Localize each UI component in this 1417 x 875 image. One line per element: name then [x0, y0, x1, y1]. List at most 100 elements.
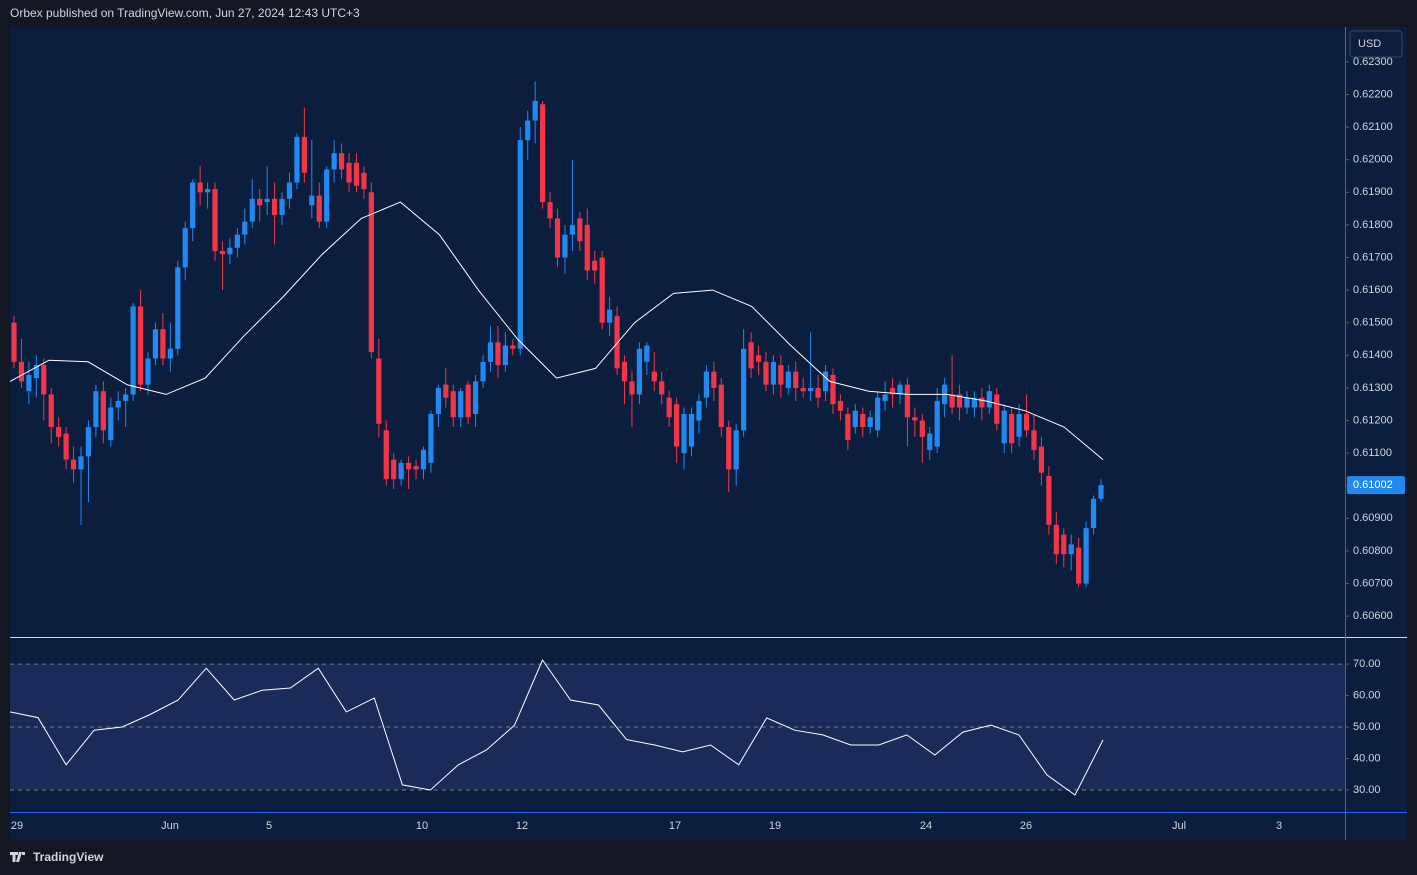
candle-body	[629, 381, 635, 395]
candle-body	[607, 309, 613, 323]
candle-body	[63, 433, 69, 460]
candle-body	[458, 391, 464, 418]
candle-body	[860, 413, 866, 428]
candle-body	[316, 195, 322, 222]
candle-body	[1023, 413, 1030, 431]
candle-body	[1001, 410, 1007, 444]
y-tick-label: 40.00	[1353, 752, 1381, 764]
currency-label[interactable]: USD	[1358, 38, 1381, 50]
candle-body	[93, 391, 99, 428]
candle-body	[160, 329, 166, 359]
candle-body	[562, 234, 568, 258]
candle-body	[674, 404, 680, 447]
last-price-label: 0.61002	[1353, 479, 1393, 491]
candle-body	[368, 192, 374, 353]
y-tick-label: 0.61200	[1353, 414, 1393, 426]
candle-body	[592, 260, 598, 271]
candle-body	[1009, 413, 1015, 444]
candle-body	[346, 162, 352, 183]
candle-body	[1061, 534, 1067, 555]
candle-body	[190, 182, 196, 229]
candle-body	[971, 397, 978, 408]
candle-body	[688, 413, 695, 447]
candle-body	[1098, 485, 1104, 499]
candle-body	[33, 365, 39, 379]
candle-body	[361, 172, 367, 190]
candle-body	[659, 381, 665, 395]
y-tick-label: 0.61100	[1353, 447, 1392, 459]
candle-body	[994, 394, 1000, 424]
candle-body	[621, 361, 628, 382]
candle-body	[465, 384, 471, 418]
moving-average-line	[9, 201, 1104, 460]
candle-body	[130, 306, 136, 395]
candle-body	[294, 136, 300, 183]
y-tick-label: 0.61300	[1353, 382, 1393, 394]
candle-body	[778, 365, 784, 385]
candle-body	[666, 397, 672, 418]
candle-body	[875, 397, 881, 431]
y-tick-label: 0.61600	[1353, 284, 1393, 296]
candle-body	[599, 257, 605, 323]
candle-body	[115, 400, 121, 408]
candle-body	[227, 247, 233, 255]
candle-body	[822, 371, 829, 392]
candle-body	[532, 101, 538, 121]
x-tick-label: Jul	[1172, 820, 1186, 832]
x-tick-label: 24	[920, 820, 932, 832]
candle-body	[852, 410, 858, 428]
candle-body	[636, 348, 643, 395]
candle-body	[711, 371, 717, 388]
y-tick-label: 0.60700	[1353, 577, 1393, 589]
candle-body	[56, 427, 62, 437]
candle-body	[830, 374, 836, 405]
candle-body	[934, 400, 940, 447]
candle-body	[577, 218, 583, 242]
candle-body	[391, 459, 397, 480]
candle-body	[525, 120, 531, 141]
candle-body	[383, 430, 389, 480]
candle-body	[904, 384, 911, 418]
candle-body	[703, 371, 710, 398]
candle-body	[487, 342, 494, 362]
candle-body	[145, 358, 151, 385]
candle-body	[242, 221, 248, 235]
candle-body	[696, 400, 702, 421]
candle-body	[182, 228, 188, 268]
candle-body	[986, 391, 992, 408]
candle-body	[845, 413, 851, 441]
candle-body	[495, 342, 501, 366]
candle-body	[219, 250, 226, 255]
last-price-box	[1347, 476, 1405, 495]
candle-body	[569, 224, 575, 235]
x-tick-label: 29	[11, 820, 23, 832]
y-tick-label: 0.61900	[1353, 186, 1393, 198]
candle-body	[100, 391, 106, 431]
candle-body	[979, 397, 985, 408]
candle-body	[614, 316, 620, 369]
candle-body	[331, 153, 337, 170]
candle-body	[324, 169, 330, 222]
candle-body	[450, 391, 456, 418]
candle-body	[443, 384, 449, 398]
candle-body	[510, 345, 516, 349]
candle-body	[1053, 524, 1059, 555]
candle-body	[584, 224, 590, 271]
y-tick-label: 0.62000	[1353, 154, 1393, 166]
candle-body	[763, 361, 769, 385]
candle-body	[517, 140, 523, 349]
publish-header: Orbex published on TradingView.com, Jun …	[10, 6, 360, 20]
candle-body	[137, 306, 144, 385]
candle-body	[889, 387, 896, 395]
candle-body	[301, 136, 307, 173]
currency-button[interactable]	[1349, 30, 1403, 58]
y-tick-label: 0.60800	[1353, 545, 1393, 557]
y-tick-label: 70.00	[1353, 658, 1381, 670]
candle-body	[1068, 544, 1074, 555]
candle-body	[48, 394, 54, 428]
rsi-line	[9, 658, 1104, 796]
y-tick-label: 0.62300	[1353, 56, 1393, 68]
candle-body	[733, 430, 739, 470]
candle-body	[175, 267, 181, 349]
